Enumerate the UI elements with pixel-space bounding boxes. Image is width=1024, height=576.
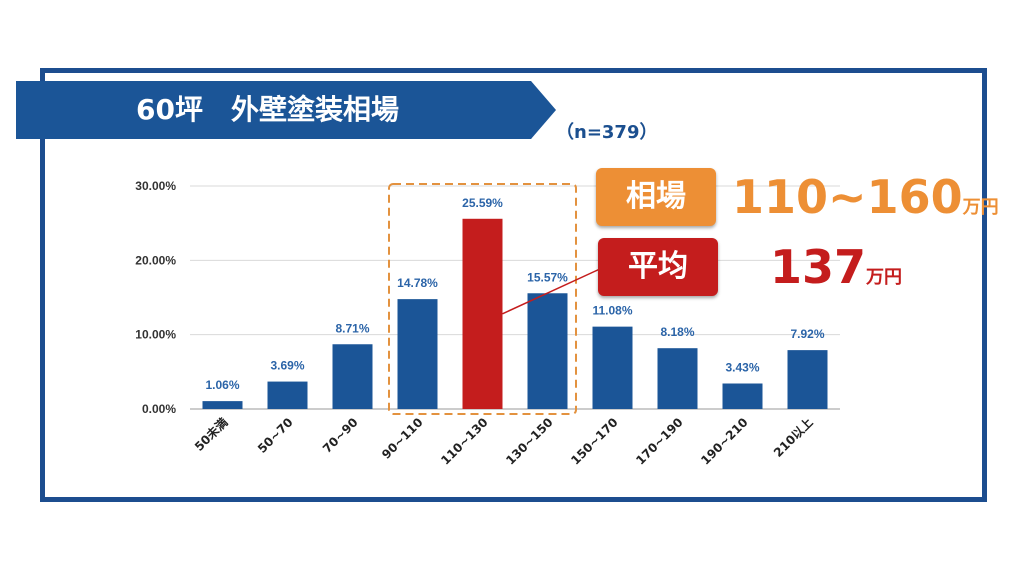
y-tick-label: 20.00% xyxy=(135,253,176,267)
data-label: 7.92% xyxy=(790,327,824,341)
x-tick-label: 50未満 xyxy=(191,415,230,454)
data-labels: 1.06% 3.69% 8.71% 14.78% 25.59% 15.57% 11.08% 8… xyxy=(205,196,824,392)
title-banner xyxy=(16,81,556,139)
data-label: 11.08% xyxy=(592,304,632,318)
y-tick-label: 10.00% xyxy=(135,328,176,342)
x-axis-ticks: 50未満 50~70 70~90 90~110 110~130 130~150 150~17… xyxy=(191,415,815,468)
x-tick-label: 210以上 xyxy=(770,415,815,460)
x-tick-label: 110~130 xyxy=(438,415,490,467)
average-connector-line xyxy=(502,267,603,315)
average-badge: 平均 xyxy=(598,238,718,296)
x-tick-label: 50~70 xyxy=(255,415,296,456)
bar-170~190 xyxy=(657,348,698,409)
bar-50~70 xyxy=(267,381,308,409)
bar-90~110 xyxy=(397,299,438,409)
x-tick-label: 90~110 xyxy=(379,415,426,462)
range-value: 110~160万円 xyxy=(732,170,999,224)
data-label: 8.71% xyxy=(335,321,369,335)
y-tick-label: 30.00% xyxy=(135,179,176,193)
bars xyxy=(202,218,828,409)
average-value-number: 137 xyxy=(770,240,867,294)
chart-title: 60坪 外壁塗装相場 xyxy=(136,93,399,126)
data-label: 3.69% xyxy=(270,359,304,373)
x-tick-label: 150~170 xyxy=(568,415,620,467)
sample-size-label: （n=379） xyxy=(556,122,658,143)
range-value-unit: 万円 xyxy=(962,197,999,218)
data-label: 25.59% xyxy=(462,196,503,210)
bar-150~170 xyxy=(592,326,633,409)
bar-190~210 xyxy=(722,383,763,409)
x-tick-label: 190~210 xyxy=(698,415,750,467)
y-tick-label: 0.00% xyxy=(142,402,176,416)
x-tick-label: 170~190 xyxy=(633,415,685,467)
bar-130~150 xyxy=(527,293,568,409)
bar-110~130 xyxy=(462,218,503,409)
chart-frame xyxy=(40,68,987,502)
average-value: 137万円 xyxy=(770,240,902,294)
range-badge: 相場 xyxy=(596,168,716,226)
bar-70~90 xyxy=(332,344,373,409)
x-tick-label: 130~150 xyxy=(503,415,555,467)
bar-50未満 xyxy=(202,401,243,409)
data-label: 14.78% xyxy=(397,276,438,290)
x-tick-label: 70~90 xyxy=(320,415,361,456)
data-label: 3.43% xyxy=(725,361,759,375)
data-label: 8.18% xyxy=(660,325,694,339)
highlight-range-box xyxy=(388,183,577,415)
data-label: 15.57% xyxy=(527,270,568,284)
bar-210以上 xyxy=(787,350,828,409)
average-value-unit: 万円 xyxy=(866,267,903,288)
range-value-number: 110~160 xyxy=(732,170,963,224)
y-axis-ticks: 0.00% 10.00% 20.00% 30.00% xyxy=(135,179,176,416)
data-label: 1.06% xyxy=(205,378,239,392)
